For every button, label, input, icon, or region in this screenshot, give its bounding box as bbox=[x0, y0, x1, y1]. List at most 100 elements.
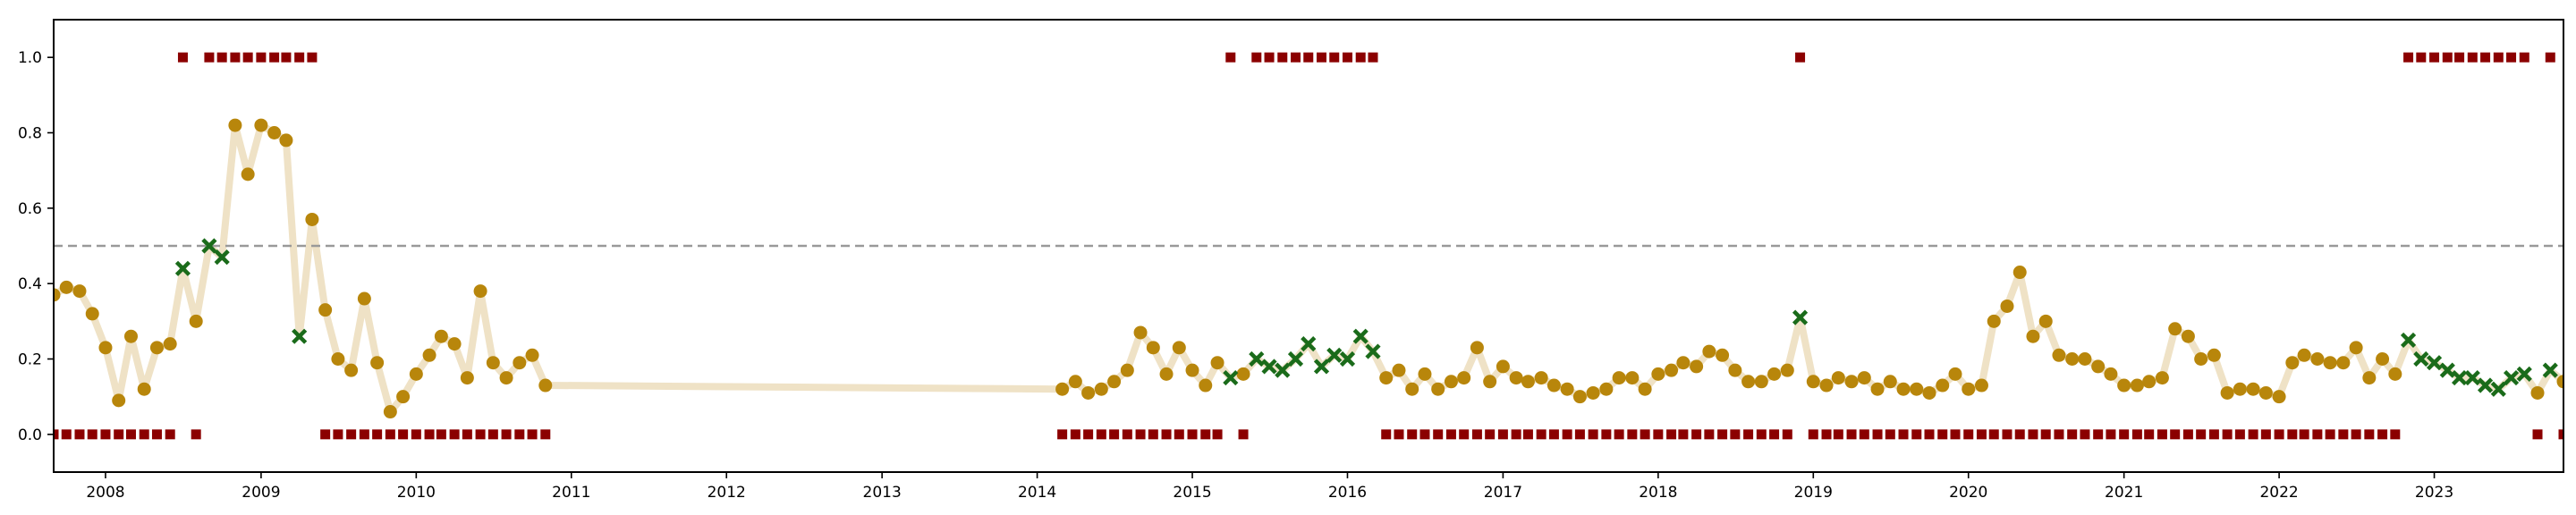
x-tick-label: 2023 bbox=[2415, 484, 2453, 502]
circle-point bbox=[1612, 371, 1626, 385]
square-point bbox=[1574, 429, 1585, 440]
circle-point bbox=[1948, 367, 1962, 381]
circle-point bbox=[267, 126, 282, 139]
square-point bbox=[2040, 429, 2051, 440]
circle-point bbox=[513, 356, 527, 370]
circle-point bbox=[1676, 356, 1690, 370]
square-point bbox=[114, 429, 124, 440]
square-point bbox=[2299, 429, 2309, 440]
square-point bbox=[1174, 429, 1184, 440]
circle-point bbox=[54, 288, 61, 302]
square-point bbox=[1601, 429, 1612, 440]
x-point bbox=[1301, 336, 1317, 352]
circle-point bbox=[1133, 325, 1148, 340]
square-point bbox=[2054, 429, 2064, 440]
circle-point bbox=[1690, 359, 1704, 374]
square-point bbox=[1419, 429, 1430, 440]
circle-point bbox=[112, 393, 126, 408]
x-tick-label: 2020 bbox=[1949, 484, 1987, 502]
circle-point bbox=[2220, 385, 2234, 400]
circle-point bbox=[1159, 367, 1174, 381]
circle-point bbox=[1716, 348, 1730, 362]
square-point bbox=[1833, 429, 1843, 440]
x-point bbox=[2542, 362, 2558, 378]
circle-point bbox=[1780, 363, 1794, 377]
square-point bbox=[1666, 429, 1677, 440]
circle-point bbox=[98, 341, 113, 355]
square-point bbox=[1859, 429, 1869, 440]
square-point bbox=[1885, 429, 1895, 440]
circle-point bbox=[1236, 367, 1250, 381]
circle-point bbox=[2570, 356, 2576, 369]
square-point bbox=[424, 429, 435, 440]
circle-point bbox=[228, 118, 242, 132]
x-point bbox=[1339, 350, 1356, 367]
square-point bbox=[1846, 429, 1857, 440]
circle-point bbox=[2310, 352, 2325, 366]
circle-point bbox=[1199, 378, 1213, 393]
square-point bbox=[1303, 52, 1314, 63]
square-point bbox=[1381, 429, 1392, 440]
circle-point bbox=[1379, 371, 1394, 385]
x-point bbox=[1792, 309, 1809, 325]
square-point bbox=[2234, 429, 2245, 440]
square-point bbox=[2467, 52, 2478, 63]
square-point bbox=[1743, 429, 1754, 440]
square-point bbox=[1536, 429, 1546, 440]
x-tick-label: 2010 bbox=[397, 484, 436, 502]
circle-point bbox=[1431, 382, 1445, 396]
square-point bbox=[2170, 429, 2181, 440]
square-point bbox=[1782, 429, 1792, 440]
circle-point bbox=[396, 390, 411, 404]
x-tick-label: 2013 bbox=[863, 484, 902, 502]
square-point bbox=[74, 429, 85, 440]
circle-point bbox=[2168, 322, 2182, 336]
square-point bbox=[216, 52, 227, 63]
circle-point bbox=[305, 212, 319, 226]
square-point bbox=[256, 52, 267, 63]
x-point bbox=[292, 328, 308, 344]
circle-point bbox=[1599, 382, 1614, 396]
circle-point bbox=[1741, 375, 1756, 389]
square-point bbox=[1522, 429, 1533, 440]
circle-point bbox=[1572, 390, 1587, 404]
square-point bbox=[2493, 52, 2504, 63]
circle-point bbox=[344, 363, 359, 377]
x-point bbox=[2413, 350, 2429, 367]
square-point bbox=[1808, 429, 1818, 440]
x-point bbox=[1275, 362, 1291, 378]
square-point bbox=[2208, 429, 2219, 440]
x-point bbox=[2464, 369, 2480, 386]
square-point bbox=[2364, 429, 2375, 440]
circle-point bbox=[357, 291, 371, 306]
circle-point bbox=[2181, 329, 2195, 343]
square-point bbox=[1264, 52, 1275, 63]
square-point bbox=[1717, 429, 1728, 440]
x-tick-label: 2009 bbox=[242, 484, 280, 502]
square-point bbox=[359, 429, 369, 440]
circle-point bbox=[2012, 266, 2027, 280]
square-point bbox=[1407, 429, 1418, 440]
circle-point bbox=[2246, 382, 2260, 396]
circle-point bbox=[1896, 382, 1911, 396]
y-tick-label: 0.0 bbox=[18, 426, 42, 444]
square-point bbox=[2429, 52, 2440, 63]
circle-point bbox=[1910, 382, 1924, 396]
circle-point bbox=[1638, 382, 1652, 396]
square-point bbox=[1225, 52, 1236, 63]
square-point bbox=[2287, 429, 2298, 440]
square-point bbox=[1212, 429, 1223, 440]
square-point bbox=[320, 429, 331, 440]
series-circles bbox=[54, 118, 2576, 419]
square-point bbox=[2028, 429, 2038, 440]
circle-point bbox=[279, 133, 293, 148]
x-tick-label: 2022 bbox=[2259, 484, 2298, 502]
square-point bbox=[1433, 429, 1444, 440]
square-point bbox=[54, 429, 59, 440]
square-point bbox=[1200, 429, 1211, 440]
circle-point bbox=[2258, 385, 2273, 400]
square-point bbox=[1161, 429, 1172, 440]
square-point bbox=[2182, 429, 2193, 440]
square-point bbox=[1355, 52, 1366, 63]
square-point bbox=[1704, 429, 1715, 440]
